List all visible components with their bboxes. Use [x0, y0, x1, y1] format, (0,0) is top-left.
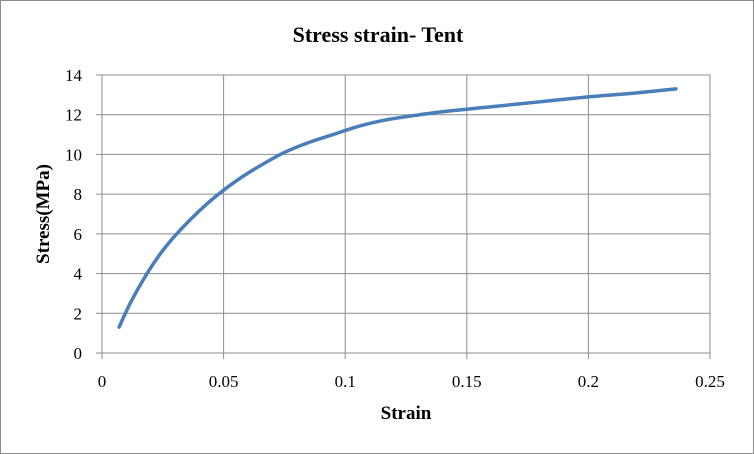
x-tick-labels: 0 0.05 0.1 0.15 0.2 0.25 [98, 372, 725, 391]
x-tick-label: 0.1 [335, 372, 356, 391]
y-tick-label: 14 [65, 66, 83, 85]
gridlines [102, 74, 711, 353]
x-tick-label: 0.2 [578, 372, 599, 391]
y-tick-label: 0 [74, 344, 83, 363]
x-tick-label: 0.25 [695, 372, 725, 391]
y-tick-label: 8 [74, 185, 83, 204]
x-tick-label: 0.05 [209, 372, 239, 391]
y-tick-label: 12 [65, 106, 82, 125]
y-tick-label: 10 [65, 145, 82, 164]
x-tick-label: 0 [98, 372, 107, 391]
y-tick-label: 2 [74, 304, 83, 323]
chart-title: Stress strain- Tent [293, 22, 464, 47]
y-tick-label: 4 [74, 265, 83, 284]
y-tick-labels: 0 2 4 6 8 10 12 14 [65, 66, 83, 363]
x-tick-label: 0.15 [452, 372, 482, 391]
series-line [117, 87, 678, 329]
series-group [117, 87, 678, 329]
axes [96, 74, 711, 359]
x-axis-label: Strain [381, 403, 432, 424]
y-tick-label: 6 [74, 225, 83, 244]
y-axis-label: Stress(MPa) [33, 164, 54, 264]
